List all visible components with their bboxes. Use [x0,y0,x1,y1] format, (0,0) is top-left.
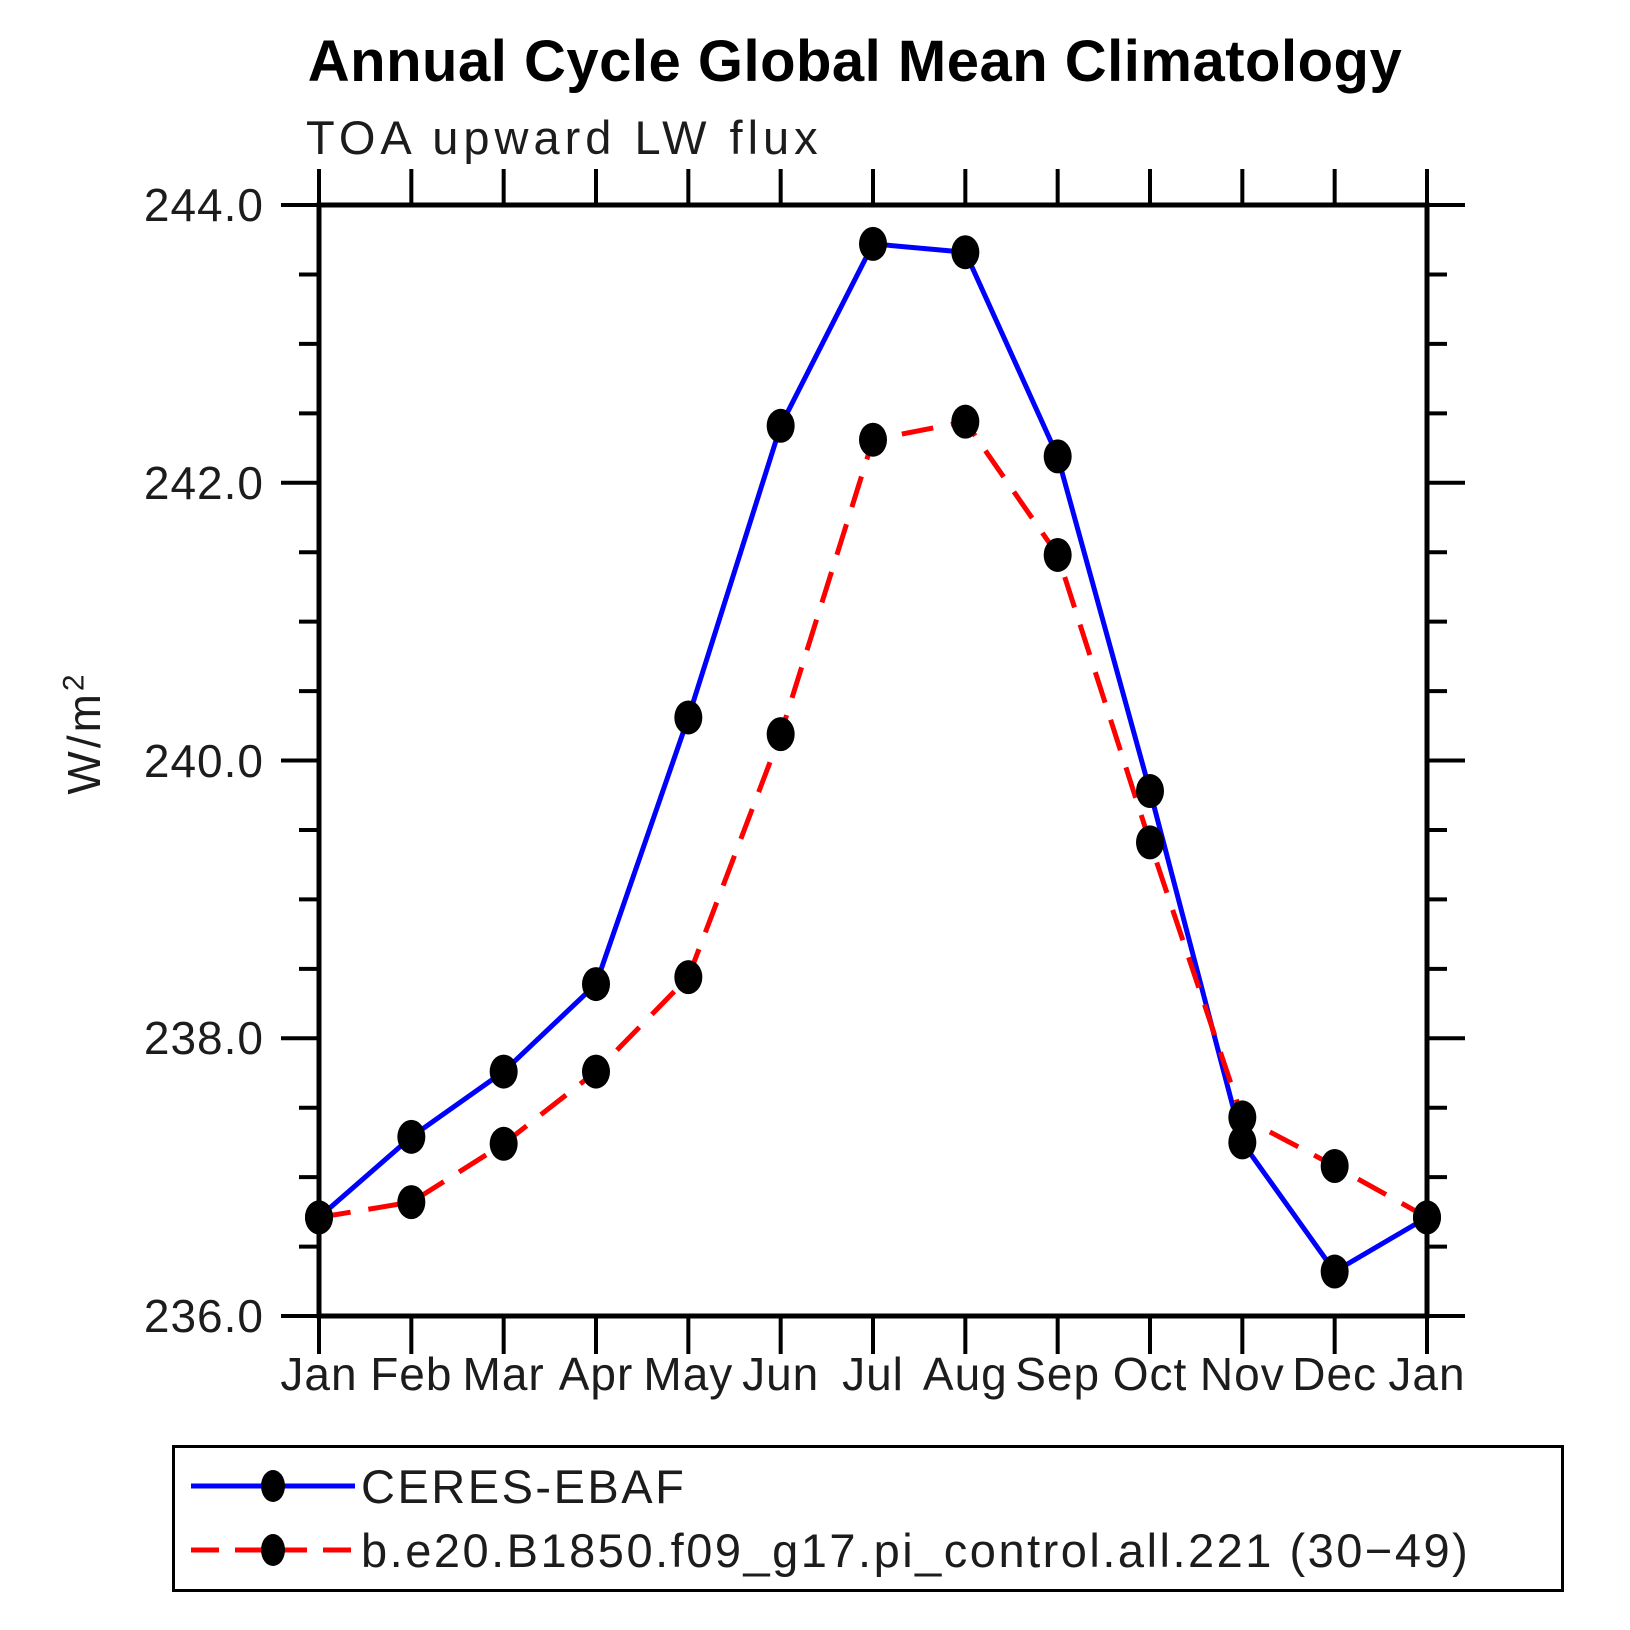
data-point-marker [489,1054,518,1089]
data-point-marker [489,1126,518,1161]
legend-entry-ceres: CERES-EBAF [187,1459,1557,1513]
x-tick-label: Jan [1388,1348,1466,1400]
x-tick-label: May [643,1348,734,1400]
data-point-marker [1228,1100,1257,1135]
x-tick-label: Sep [1015,1348,1101,1400]
data-point-marker [1320,1149,1349,1184]
x-tick-label: Aug [922,1348,1008,1400]
x-tick-label: Jun [742,1348,820,1400]
legend-box: CERES-EBAF b.e20.B1850.f09_g17.pi_contro… [172,1445,1564,1592]
y-tick-label: 238.0 [143,1012,264,1065]
legend-sample-solid-line [191,1470,355,1502]
data-point-marker [951,404,980,439]
legend-marker-dot [261,1470,285,1502]
y-tick-label: 242.0 [143,456,264,509]
data-point-marker [582,1054,610,1089]
data-point-marker [582,967,610,1002]
legend-entry-model: b.e20.B1850.f09_g17.pi_control.all.221 (… [187,1523,1557,1577]
data-point-marker [674,700,703,735]
legend-label-ceres: CERES-EBAF [361,1459,687,1513]
x-tick-label: Jul [842,1348,904,1400]
data-point-marker [1043,439,1072,474]
data-point-marker [1413,1200,1441,1235]
data-point-marker [766,408,795,443]
y-tick-label: 240.0 [143,734,264,787]
legend-marker-dot [261,1534,285,1566]
chart-subtitle: TOA upward LW flux [306,111,823,164]
data-point-marker [397,1119,426,1154]
data-point-marker [397,1185,426,1220]
x-tick-label: Apr [558,1348,634,1400]
data-point-marker [305,1200,333,1235]
data-point-marker [766,717,795,752]
chart-title: Annual Cycle Global Mean Climatology [307,29,1403,94]
x-tick-label: Mar [462,1348,545,1400]
data-point-marker [1043,537,1072,572]
data-point-marker [1320,1254,1349,1289]
y-tick-label: 244.0 [143,179,264,231]
data-point-marker [859,226,887,261]
data-point-marker [674,960,703,995]
x-tick-label: Nov [1199,1348,1285,1400]
y-tick-label: 236.0 [143,1290,264,1342]
x-tick-label: Jan [280,1348,358,1400]
data-point-marker [1228,1125,1257,1160]
x-tick-label: Dec [1292,1348,1378,1400]
x-tick-label: Oct [1112,1348,1188,1400]
data-point-marker [1136,825,1164,860]
data-point-marker [1136,774,1164,809]
data-point-marker [859,422,887,457]
series-line-0 [317,241,1429,1275]
x-tick-label: Feb [370,1348,453,1400]
legend-label-model: b.e20.B1850.f09_g17.pi_control.all.221 (… [361,1523,1471,1577]
data-point-marker [951,235,980,270]
plot-frame [316,202,1430,1319]
series-line-1 [318,418,1429,1220]
legend-sample-dashed-line [191,1534,355,1566]
